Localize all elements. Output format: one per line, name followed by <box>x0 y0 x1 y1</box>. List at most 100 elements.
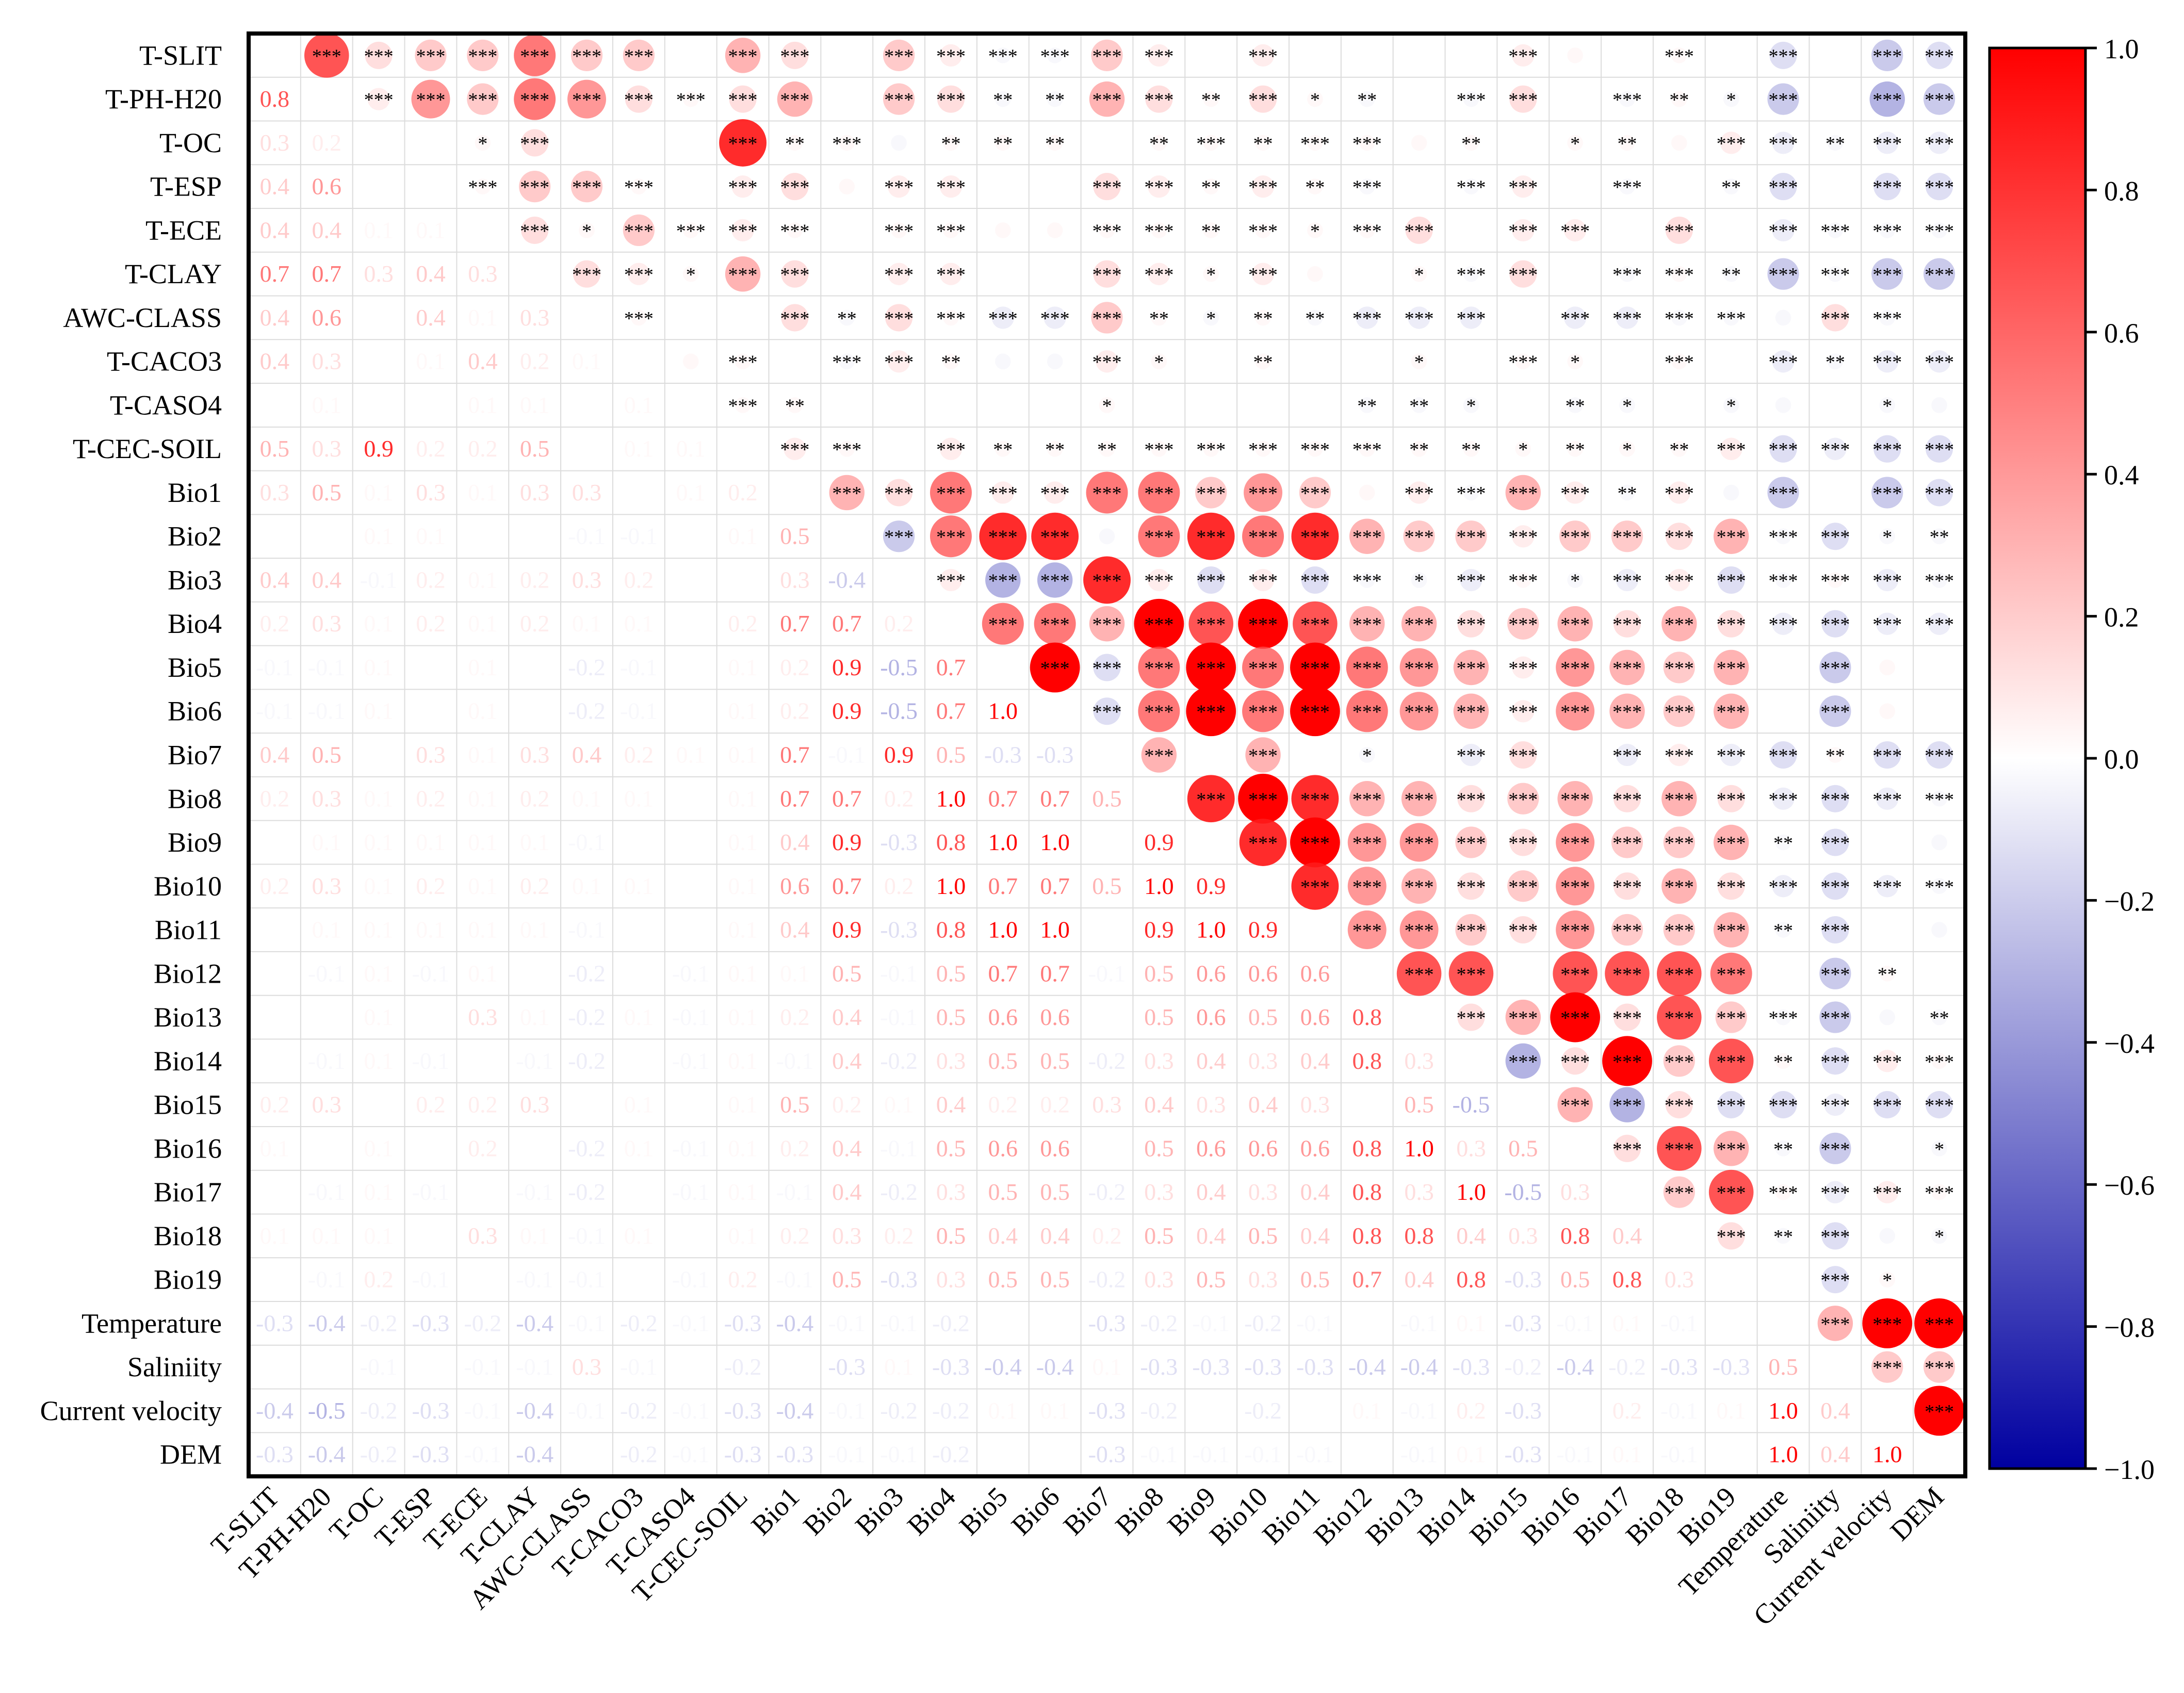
y-tick-label: Bio4 <box>168 608 222 639</box>
corr-value-20-7: -0.0 <box>620 917 658 943</box>
corr-circle-20-32 <box>1931 922 1947 938</box>
significance-1-6: *** <box>572 89 601 111</box>
corr-circle-7-29 <box>1772 350 1795 373</box>
corr-circle-31-32 <box>1914 1386 1964 1436</box>
y-tick-label: Bio5 <box>168 652 222 683</box>
significance-4-22: *** <box>1405 220 1434 242</box>
corr-value-24-2: 0.0 <box>364 1092 394 1118</box>
significance-5-10: *** <box>780 264 809 286</box>
significance-10-12: *** <box>884 483 914 504</box>
significance-5-19: *** <box>1248 264 1278 286</box>
corr-circle-0-1 <box>304 33 349 78</box>
corr-circle-21-24 <box>1520 970 1526 977</box>
corr-value-12-5: 0.2 <box>520 566 550 593</box>
corr-value-32-22: -0.1 <box>1400 1441 1438 1468</box>
corr-circle-4-19 <box>1255 222 1271 238</box>
corr-value-11-6: -0.1 <box>568 523 606 549</box>
corr-circle-23-29 <box>1775 1053 1791 1069</box>
corr-circle-10-30 <box>1832 489 1838 496</box>
corr-circle-13-22 <box>1401 606 1437 642</box>
corr-value-14-10: 0.2 <box>780 654 810 680</box>
corr-circle-3-25 <box>1572 183 1578 190</box>
corr-value-21-0: 0.0 <box>260 960 290 986</box>
corr-circle-6-30 <box>1821 304 1849 332</box>
corr-value-26-8: -0.1 <box>672 1179 710 1205</box>
corr-circle-1-31 <box>1869 81 1905 117</box>
y-tick-label: T-OC <box>159 127 222 158</box>
x-tick-label: Bio8 <box>1110 1481 1170 1541</box>
corr-value-27-20: 0.4 <box>1300 1223 1330 1249</box>
y-tick-label: T-ECE <box>145 215 222 246</box>
significance-9-28: *** <box>1717 439 1746 461</box>
corr-circle-9-26 <box>1619 441 1635 457</box>
significance-1-17: *** <box>1144 89 1174 111</box>
corr-circle-7-19 <box>1255 353 1271 369</box>
corr-value-28-18: 0.5 <box>1196 1266 1226 1293</box>
corr-circle-10-18 <box>1195 477 1227 509</box>
corr-value-11-7: -0.1 <box>620 523 658 549</box>
significance-0-15: *** <box>1040 45 1070 67</box>
corr-value-30-27: -0.3 <box>1660 1354 1698 1380</box>
corr-circle-0-29 <box>1769 41 1797 69</box>
corr-value-28-7: 0.0 <box>624 1266 654 1293</box>
corr-value-31-29: 1.0 <box>1768 1397 1798 1424</box>
significance-19-30: *** <box>1820 876 1850 898</box>
significance-4-32: *** <box>1925 220 1954 242</box>
corr-circle-1-8 <box>682 91 699 107</box>
corr-value-29-18: -0.1 <box>1192 1310 1230 1336</box>
corr-circle-17-23 <box>1457 785 1485 812</box>
significance-12-32: *** <box>1925 570 1954 592</box>
significance-2-30: ** <box>1826 133 1845 155</box>
corr-circle-5-27 <box>1671 266 1687 282</box>
corr-circle-5-31 <box>1871 258 1903 290</box>
corr-circle-6-15 <box>1044 306 1066 329</box>
corr-circle-24-32 <box>1926 1091 1953 1119</box>
corr-value-10-5: 0.3 <box>520 479 550 506</box>
corr-value-29-17: -0.2 <box>1140 1310 1178 1336</box>
corr-circle-20-31 <box>1884 926 1890 933</box>
significance-1-21: ** <box>1357 89 1377 111</box>
corr-circle-22-26 <box>1613 1003 1641 1031</box>
corr-value-24-22: 0.5 <box>1404 1092 1434 1118</box>
corr-value-31-4: -0.1 <box>464 1397 501 1424</box>
corr-value-25-15: 0.6 <box>1040 1135 1070 1161</box>
corr-value-10-1: 0.5 <box>312 479 342 506</box>
corr-circle-12-25 <box>1567 572 1583 588</box>
significance-10-26: ** <box>1617 483 1637 504</box>
corr-circle-1-4 <box>467 83 499 115</box>
corr-value-26-20: 0.4 <box>1300 1179 1330 1205</box>
corr-circle-10-16 <box>1086 471 1128 514</box>
significance-11-14: *** <box>988 527 1018 548</box>
corr-circle-7-14 <box>995 353 1011 369</box>
corr-circle-17-18 <box>1187 775 1235 823</box>
corr-value-10-0: 0.3 <box>260 479 290 506</box>
significance-1-15: ** <box>1045 89 1065 111</box>
significance-6-15: *** <box>1040 308 1070 330</box>
corr-value-32-18: -0.1 <box>1192 1441 1230 1468</box>
significance-11-30: *** <box>1820 527 1850 548</box>
corr-value-24-11: 0.2 <box>832 1092 862 1118</box>
significance-16-19: *** <box>1248 745 1278 767</box>
corr-value-26-11: 0.4 <box>832 1179 862 1205</box>
corr-value-30-18: -0.3 <box>1192 1354 1230 1380</box>
corr-circle-9-31 <box>1873 435 1901 463</box>
corr-value-16-14: -0.3 <box>984 742 1022 768</box>
corr-value-22-12: -0.1 <box>880 1004 918 1030</box>
y-tick-label: DEM <box>160 1439 222 1470</box>
significance-5-17: *** <box>1144 264 1174 286</box>
corr-value-18-6: -0.1 <box>568 829 606 855</box>
corr-value-18-16: 0.0 <box>1092 829 1122 855</box>
corr-circle-3-30 <box>1832 183 1838 190</box>
corr-circle-1-5 <box>514 78 556 120</box>
corr-value-26-16: -0.2 <box>1088 1179 1126 1205</box>
corr-value-19-8: 0.0 <box>676 873 706 899</box>
corr-value-23-18: 0.4 <box>1196 1048 1226 1074</box>
corr-value-21-12: -0.1 <box>880 960 918 986</box>
corr-value-16-6: 0.4 <box>572 742 602 768</box>
significance-7-16: *** <box>1093 352 1122 373</box>
corr-value-13-4: 0.1 <box>468 610 498 637</box>
significance-17-27: *** <box>1665 789 1694 810</box>
corr-value-32-0: -0.3 <box>256 1441 294 1468</box>
corr-circle-19-29 <box>1772 875 1795 898</box>
corr-circle-19-30 <box>1821 872 1849 900</box>
